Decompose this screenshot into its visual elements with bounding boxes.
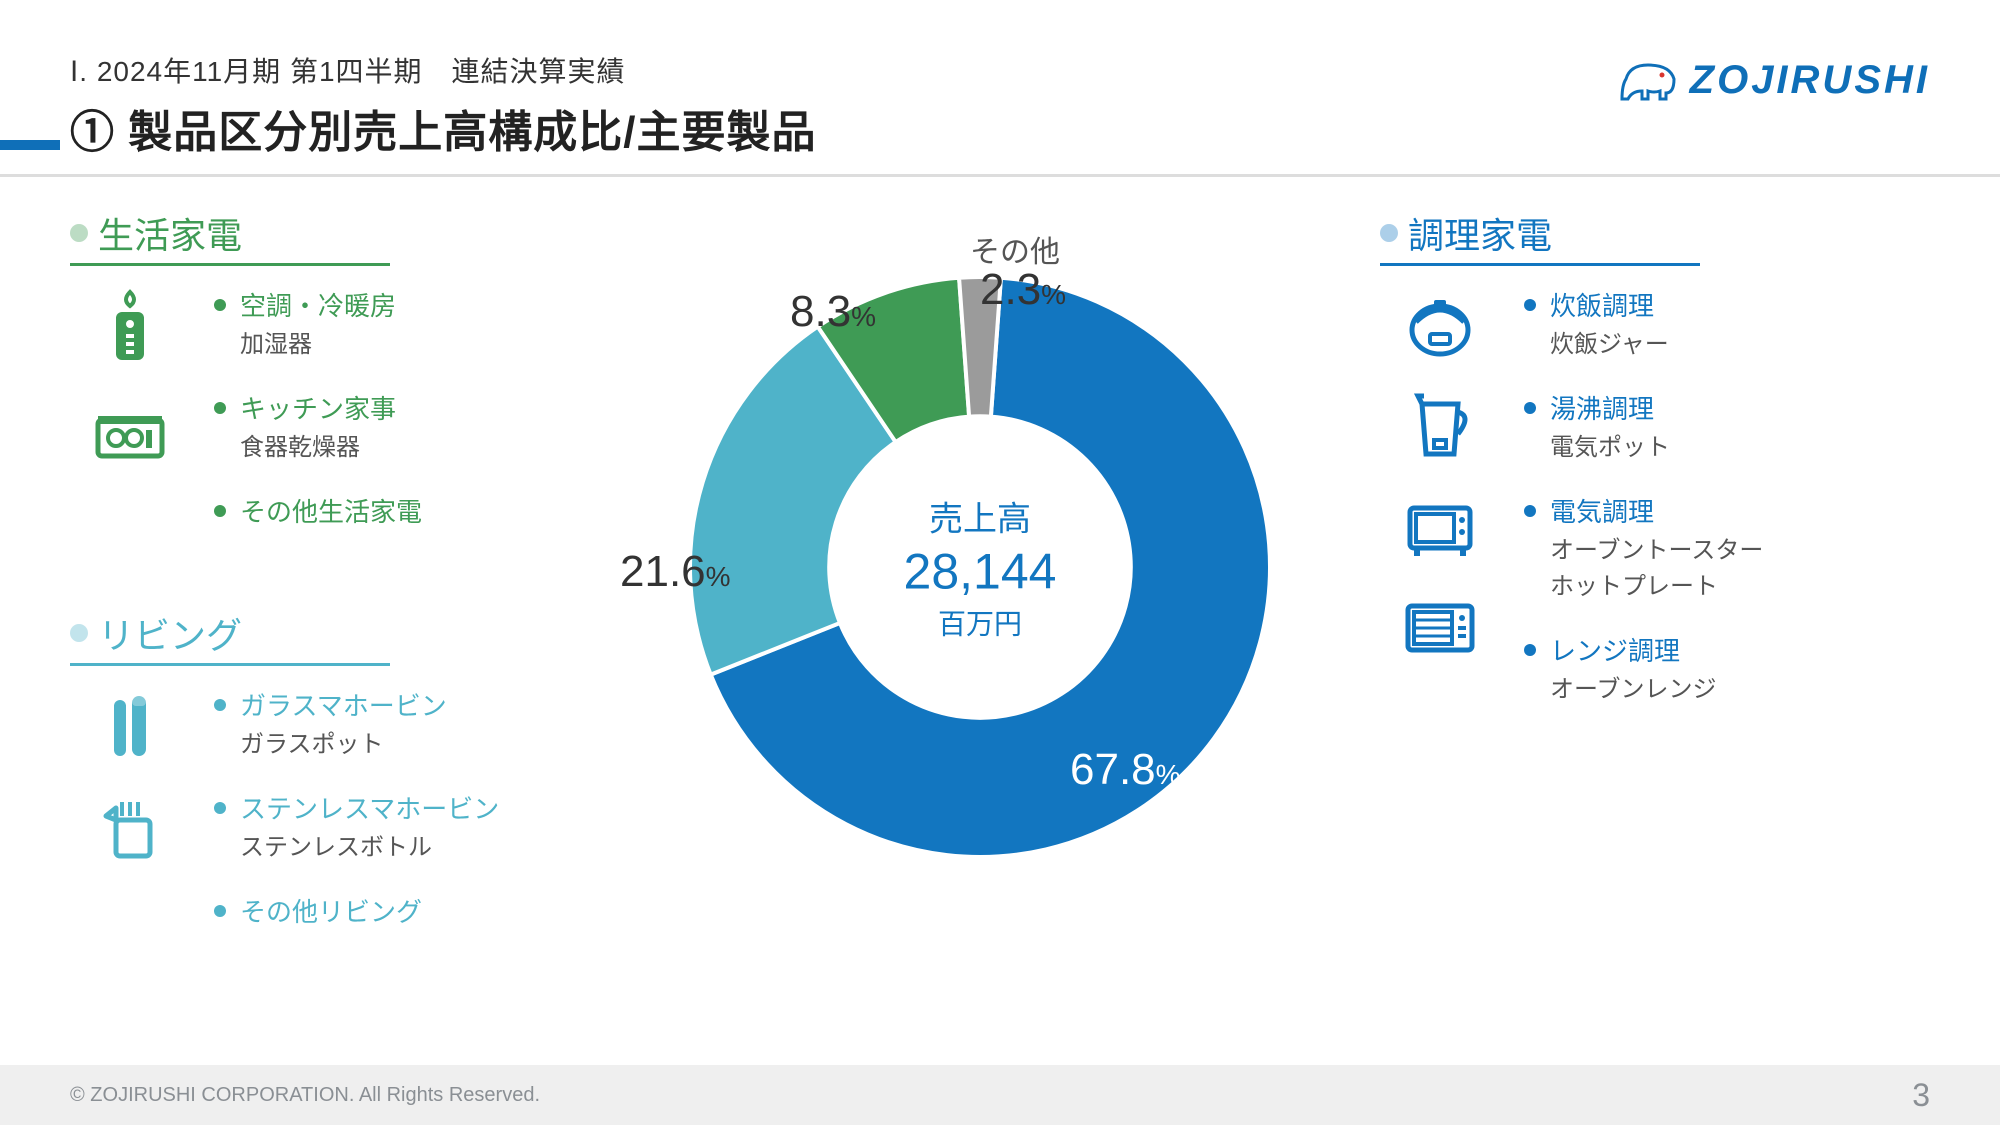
rice-cooker-icon bbox=[1400, 286, 1480, 366]
electric-pot-icon bbox=[1400, 386, 1480, 466]
bullet-icon bbox=[214, 802, 226, 814]
humidifier-icon bbox=[90, 286, 170, 366]
toaster-oven-icon bbox=[1400, 486, 1480, 566]
category-dot-icon bbox=[70, 624, 88, 642]
category-life: 生活家電空調・冷暖房加湿器キッチン家事食器乾燥器その他生活家電 bbox=[70, 207, 422, 555]
category-header: リビング bbox=[70, 607, 390, 666]
category-item-label: その他生活家電 bbox=[240, 492, 422, 529]
category-item: その他リビング bbox=[214, 892, 499, 929]
center-value: 28,144 bbox=[904, 543, 1057, 601]
footer: © ZOJIRUSHI CORPORATION. All Rights Rese… bbox=[0, 1065, 2000, 1125]
category-item-head: 炊飯調理 bbox=[1524, 286, 1763, 323]
category-living: リビングガラスマホービンガラスポットステンレスマホービンステンレスボトルその他リ… bbox=[70, 607, 499, 955]
copyright: © ZOJIRUSHI CORPORATION. All Rights Rese… bbox=[70, 1084, 540, 1107]
category-dot-icon bbox=[70, 224, 88, 242]
category-item-head: 電気調理 bbox=[1524, 492, 1763, 529]
bullet-icon bbox=[214, 402, 226, 414]
pct-label-other: 2.3% bbox=[980, 265, 1066, 315]
category-item-label: 空調・冷暖房 bbox=[240, 286, 396, 323]
category-item-label: レンジ調理 bbox=[1550, 631, 1680, 668]
brand-name: ZOJIRUSHI bbox=[1690, 58, 1930, 103]
center-label: 売上高 bbox=[904, 492, 1057, 541]
category-item-label: ステンレスマホービン bbox=[240, 789, 499, 826]
category-item: 湯沸調理電気ポット bbox=[1524, 389, 1763, 466]
category-body: 空調・冷暖房加湿器キッチン家事食器乾燥器その他生活家電 bbox=[70, 286, 422, 555]
bullet-icon bbox=[214, 505, 226, 517]
category-item-head: ガラスマホービン bbox=[214, 686, 499, 723]
category-item: その他生活家電 bbox=[214, 492, 422, 529]
category-item-sub: 炊飯ジャー bbox=[1550, 327, 1763, 363]
category-header: 調理家電 bbox=[1380, 207, 1700, 266]
category-item-head: 湯沸調理 bbox=[1524, 389, 1763, 426]
pct-label-living: 21.6% bbox=[620, 547, 731, 597]
category-item-label: 電気調理 bbox=[1550, 492, 1654, 529]
bullet-icon bbox=[1524, 644, 1536, 656]
content-area: 売上高 28,144 百万円 その他 67.8%21.6%8.3%2.3% 生活… bbox=[0, 177, 2000, 1037]
center-unit: 百万円 bbox=[904, 603, 1057, 643]
category-icons bbox=[70, 286, 190, 555]
category-title: 生活家電 bbox=[98, 207, 242, 259]
category-icons bbox=[70, 686, 190, 955]
microwave-icon bbox=[1400, 586, 1480, 666]
category-item: 空調・冷暖房加湿器 bbox=[214, 286, 422, 363]
category-title: 調理家電 bbox=[1408, 207, 1552, 259]
category-item-label: 湯沸調理 bbox=[1550, 389, 1654, 426]
category-item-sub: オーブンレンジ bbox=[1550, 672, 1763, 708]
category-item-label: その他リビング bbox=[240, 892, 422, 929]
bullet-icon bbox=[214, 299, 226, 311]
category-cooking: 調理家電炊飯調理炊飯ジャー湯沸調理電気ポット電気調理オーブントースター ホットプ… bbox=[1380, 207, 1763, 734]
category-title: リビング bbox=[98, 607, 242, 659]
category-body: 炊飯調理炊飯ジャー湯沸調理電気ポット電気調理オーブントースター ホットプレートレ… bbox=[1380, 286, 1763, 734]
category-item: レンジ調理オーブンレンジ bbox=[1524, 631, 1763, 708]
bullet-icon bbox=[214, 905, 226, 917]
page-number: 3 bbox=[1912, 1077, 1930, 1114]
bottle-icon bbox=[90, 686, 170, 766]
category-icons bbox=[1380, 286, 1500, 734]
category-item-head: その他生活家電 bbox=[214, 492, 422, 529]
pct-label-life: 8.3% bbox=[790, 287, 876, 337]
category-item-sub: ガラスポット bbox=[240, 727, 499, 763]
category-item-head: ステンレスマホービン bbox=[214, 789, 499, 826]
donut-chart: 売上高 28,144 百万円 その他 67.8%21.6%8.3%2.3% bbox=[660, 247, 1300, 887]
category-item-sub: オーブントースター ホットプレート bbox=[1550, 533, 1763, 605]
brand-logo: ZOJIRUSHI bbox=[1620, 58, 1930, 103]
category-body: ガラスマホービンガラスポットステンレスマホービンステンレスボトルその他リビング bbox=[70, 686, 499, 955]
bullet-icon bbox=[1524, 402, 1536, 414]
page-title: ① 製品区分別売上高構成比/主要製品 bbox=[70, 96, 1930, 160]
category-item-sub: ステンレスボトル bbox=[240, 830, 499, 866]
tiffin-icon bbox=[90, 786, 170, 866]
category-item-sub: 加湿器 bbox=[240, 327, 422, 363]
category-header: 生活家電 bbox=[70, 207, 390, 266]
category-item: ガラスマホービンガラスポット bbox=[214, 686, 499, 763]
category-item: キッチン家事食器乾燥器 bbox=[214, 389, 422, 466]
category-item: 炊飯調理炊飯ジャー bbox=[1524, 286, 1763, 363]
pct-label-cooking: 67.8% bbox=[1070, 745, 1181, 795]
category-item-label: キッチン家事 bbox=[240, 389, 396, 426]
category-item: 電気調理オーブントースター ホットプレート bbox=[1524, 492, 1763, 605]
category-item-sub: 電気ポット bbox=[1550, 430, 1763, 466]
dish-dryer-icon bbox=[90, 386, 170, 466]
category-item-head: その他リビング bbox=[214, 892, 499, 929]
category-item-head: 空調・冷暖房 bbox=[214, 286, 422, 323]
header-accent bbox=[0, 140, 60, 150]
category-item: ステンレスマホービンステンレスボトル bbox=[214, 789, 499, 866]
category-list: 炊飯調理炊飯ジャー湯沸調理電気ポット電気調理オーブントースター ホットプレートレ… bbox=[1524, 286, 1763, 734]
category-item-label: ガラスマホービン bbox=[240, 686, 447, 723]
bullet-icon bbox=[1524, 299, 1536, 311]
category-item-head: レンジ調理 bbox=[1524, 631, 1763, 668]
category-item-head: キッチン家事 bbox=[214, 389, 422, 426]
category-list: 空調・冷暖房加湿器キッチン家事食器乾燥器その他生活家電 bbox=[214, 286, 422, 555]
category-list: ガラスマホービンガラスポットステンレスマホービンステンレスボトルその他リビング bbox=[214, 686, 499, 955]
bullet-icon bbox=[1524, 505, 1536, 517]
category-dot-icon bbox=[1380, 224, 1398, 242]
chart-center: 売上高 28,144 百万円 bbox=[904, 492, 1057, 643]
category-item-sub: 食器乾燥器 bbox=[240, 430, 422, 466]
elephant-icon bbox=[1620, 59, 1680, 103]
bullet-icon bbox=[214, 699, 226, 711]
category-item-label: 炊飯調理 bbox=[1550, 286, 1654, 323]
